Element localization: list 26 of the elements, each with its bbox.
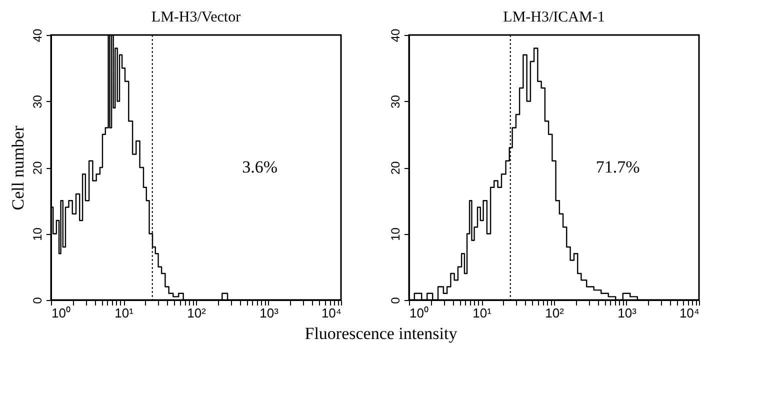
- y-tick-label: 20: [30, 161, 44, 175]
- x-tick-label: 10⁴: [321, 306, 342, 320]
- y-tick-label: 10: [388, 227, 402, 241]
- y-tick-label: 10: [30, 227, 44, 241]
- y-tick-label: 0: [388, 296, 402, 304]
- y-tick-label: 40: [30, 28, 44, 42]
- annotation: 71.7%: [596, 158, 640, 176]
- x-tick-label: 10⁴: [679, 306, 700, 320]
- annotation: 3.6%: [242, 158, 278, 176]
- y-tick-label: 40: [388, 28, 402, 42]
- x-tick-label: 10³: [260, 306, 280, 320]
- x-tick-label: 10¹: [114, 306, 134, 320]
- y-tick-label: 30: [30, 94, 44, 108]
- chart-title: LM-H3/Vector: [151, 9, 241, 26]
- chart-title: LM-H3/ICAM-1: [503, 9, 605, 26]
- x-axis-title: Fluorescence intensity: [304, 324, 458, 343]
- y-axis-title: Cell number: [8, 125, 28, 210]
- y-tick-label: 0: [30, 296, 44, 304]
- y-tick-label: 30: [388, 94, 402, 108]
- x-tick-label: 10²: [545, 306, 565, 320]
- x-tick-label: 10¹: [472, 306, 492, 320]
- x-tick-label: 10⁰: [52, 306, 71, 320]
- x-tick-label: 10²: [187, 306, 207, 320]
- x-tick-label: 10⁰: [410, 306, 429, 320]
- x-tick-label: 10³: [618, 306, 638, 320]
- y-tick-label: 20: [388, 161, 402, 175]
